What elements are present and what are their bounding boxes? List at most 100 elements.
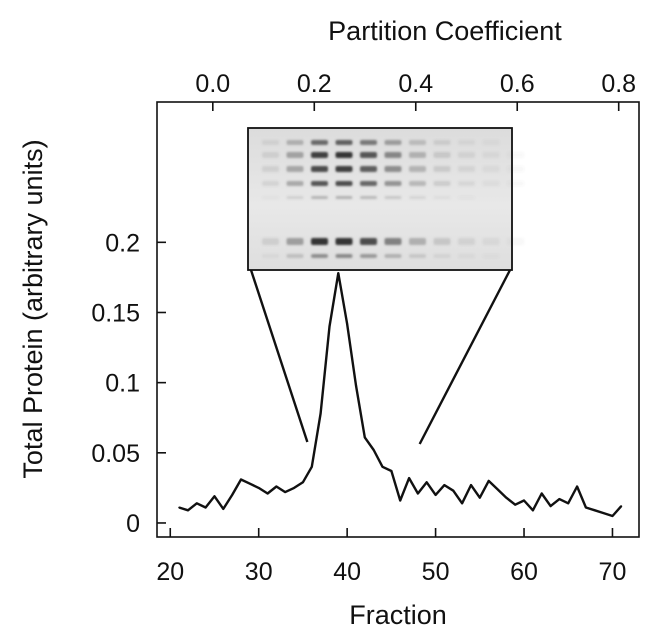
gel-band	[483, 152, 500, 158]
gel-band	[262, 166, 279, 172]
gel-band	[360, 166, 377, 172]
gel-band	[483, 140, 500, 145]
gel-band	[262, 254, 279, 258]
gel-band	[262, 238, 279, 245]
data-point	[320, 413, 322, 415]
gel-band	[434, 181, 451, 186]
data-point	[275, 486, 277, 488]
gel-band	[311, 140, 328, 145]
data-point	[488, 480, 490, 482]
x-tick-label: 20	[156, 558, 184, 586]
gel-band	[385, 238, 402, 245]
gel-band	[360, 181, 377, 186]
gel-band	[434, 166, 451, 172]
y-tick-label: 0	[126, 510, 140, 538]
gel-band	[311, 238, 328, 245]
gel-band	[287, 196, 304, 199]
x-tick-label: 30	[245, 558, 273, 586]
data-point	[178, 507, 180, 509]
gel-band	[507, 152, 524, 158]
data-point	[603, 512, 605, 514]
x-axis-title: Fraction	[349, 600, 447, 630]
data-point	[620, 505, 622, 507]
gel-band	[336, 238, 353, 245]
gel-band	[458, 152, 475, 158]
data-point	[576, 486, 578, 488]
top-tick-label: 0.0	[195, 70, 230, 98]
data-point	[514, 504, 516, 506]
gel-band	[483, 181, 500, 186]
top-tick-label: 0.2	[297, 70, 332, 98]
gel-band	[458, 166, 475, 172]
gel-band	[458, 196, 475, 199]
gel-band	[360, 140, 377, 145]
data-point	[382, 466, 384, 468]
data-point	[249, 483, 251, 485]
data-point	[214, 495, 216, 497]
data-point	[258, 487, 260, 489]
gel-band	[287, 181, 304, 186]
data-point	[205, 507, 207, 509]
gel-band	[483, 166, 500, 172]
data-point	[222, 508, 224, 510]
y-tick-label: 0.05	[91, 440, 140, 468]
top-tick-label: 0.6	[500, 70, 535, 98]
data-point	[523, 500, 525, 502]
gel-band	[507, 166, 524, 172]
data-point	[470, 484, 472, 486]
inset-connector-left	[251, 270, 307, 442]
data-point	[311, 466, 313, 468]
data-point	[390, 470, 392, 472]
gel-band	[311, 196, 328, 199]
gel-band	[385, 254, 402, 258]
gel-band	[336, 196, 353, 199]
data-point	[302, 481, 304, 483]
data-point	[497, 488, 499, 490]
gel-band	[507, 181, 524, 186]
gel-band	[287, 238, 304, 245]
gel-image-inset	[248, 128, 524, 270]
data-point	[594, 509, 596, 511]
data-point	[444, 484, 446, 486]
gel-band	[458, 181, 475, 186]
inset-connector-right	[420, 270, 510, 444]
data-point	[541, 493, 543, 495]
data-point	[408, 477, 410, 479]
gel-band	[262, 196, 279, 199]
gel-band	[483, 238, 500, 245]
data-point	[196, 502, 198, 504]
gel-band	[360, 254, 377, 258]
gel-band	[336, 254, 353, 258]
gel-band	[434, 140, 451, 145]
top-tick-label: 0.8	[601, 70, 636, 98]
gel-band	[287, 152, 304, 158]
data-point	[337, 272, 339, 274]
data-point	[399, 500, 401, 502]
x-tick-label: 50	[422, 558, 450, 586]
data-point	[364, 436, 366, 438]
gel-band	[311, 181, 328, 186]
gel-band	[458, 238, 475, 245]
data-point	[267, 493, 269, 495]
top-axis: 0.0 0.2 0.4 0.6 0.8	[195, 70, 636, 111]
gel-band	[409, 166, 426, 172]
gel-band	[311, 166, 328, 172]
gel-band	[483, 254, 500, 258]
gel-band	[385, 181, 402, 186]
data-point	[461, 502, 463, 504]
data-point	[231, 494, 233, 496]
y-tick-label: 0.2	[105, 229, 140, 257]
series-line	[179, 273, 621, 516]
data-point	[479, 497, 481, 499]
gel-band	[360, 238, 377, 245]
gel-band	[262, 181, 279, 186]
data-point	[346, 323, 348, 325]
data-point	[284, 491, 286, 493]
data-point	[532, 509, 534, 511]
x-tick-label: 60	[510, 558, 538, 586]
gel-band	[336, 152, 353, 158]
y-axis-title: Total Protein (arbitrary units)	[18, 139, 48, 478]
data-point	[435, 494, 437, 496]
gel-band	[385, 196, 402, 199]
